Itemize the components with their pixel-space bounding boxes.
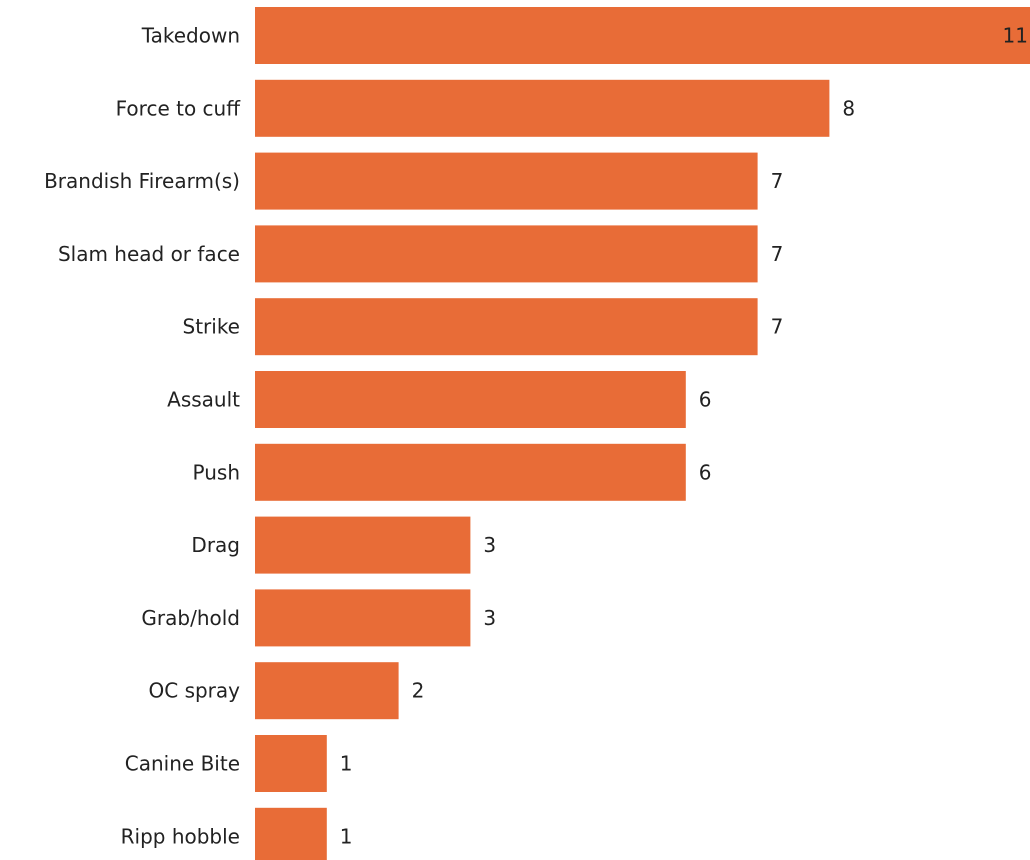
category-label-force-to-cuff: Force to cuff xyxy=(116,96,242,120)
bar-canine-bite xyxy=(255,735,327,792)
bar-push xyxy=(255,443,686,501)
category-label-push: Push xyxy=(193,460,240,484)
bars xyxy=(255,7,1030,860)
category-label-canine-bite: Canine Bite xyxy=(125,752,240,776)
category-label-slam-head-or-face: Slam head or face xyxy=(58,242,240,266)
value-label-slam-head-or-face: 7 xyxy=(771,242,784,266)
bar-takedown xyxy=(255,7,1030,64)
bar-brandish-firearm-s xyxy=(255,152,758,210)
category-label-grab-hold: Grab/hold xyxy=(141,606,240,630)
category-label-drag: Drag xyxy=(191,533,240,557)
bar-grab-hold xyxy=(255,589,471,647)
bar-slam-head-or-face xyxy=(255,225,758,283)
category-label-brandish-firearm-s: Brandish Firearm(s) xyxy=(44,169,240,193)
category-label-ripp-hobble: Ripp hobble xyxy=(121,824,240,848)
bar-ripp-hobble xyxy=(255,807,327,860)
value-label-force-to-cuff: 8 xyxy=(842,96,855,120)
bar-drag xyxy=(255,516,471,574)
bar-strike xyxy=(255,298,758,356)
category-label-oc-spray: OC spray xyxy=(149,679,241,703)
bar-oc-spray xyxy=(255,662,399,720)
value-label-oc-spray: 2 xyxy=(412,679,425,703)
value-label-assault: 6 xyxy=(699,388,712,412)
value-label-brandish-firearm-s: 7 xyxy=(771,169,784,193)
category-label-takedown: Takedown xyxy=(141,24,240,48)
value-label-push: 6 xyxy=(699,460,712,484)
value-label-drag: 3 xyxy=(483,533,496,557)
category-label-assault: Assault xyxy=(167,388,240,412)
value-label-strike: 7 xyxy=(771,315,784,339)
bar-assault xyxy=(255,371,686,428)
value-label-grab-hold: 3 xyxy=(483,606,496,630)
value-label-ripp-hobble: 1 xyxy=(340,824,353,848)
category-labels: Takedown Force to cuff Brandish Firearm(s)… xyxy=(44,24,241,849)
bar-force-to-cuff xyxy=(255,79,830,137)
value-label-takedown: 11 xyxy=(1003,24,1028,48)
value-label-canine-bite: 1 xyxy=(340,752,353,776)
category-label-strike: Strike xyxy=(183,315,241,339)
